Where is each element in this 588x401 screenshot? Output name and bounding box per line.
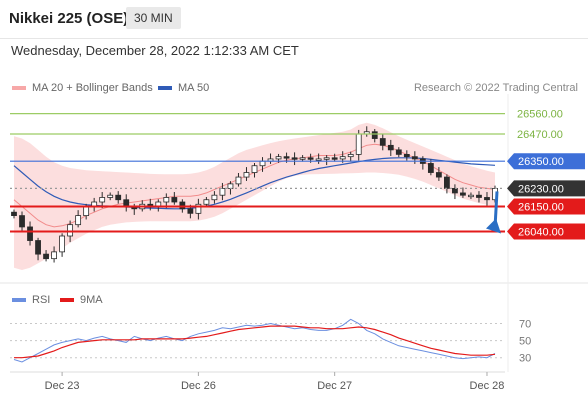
x-tick-label: Dec 26: [181, 380, 216, 392]
candle: [107, 194, 114, 198]
candle: [51, 251, 57, 260]
candle: [171, 197, 178, 203]
candle: [379, 138, 386, 146]
candle: [435, 172, 442, 178]
candle: [211, 194, 218, 201]
rsi-tick-label: 70: [519, 319, 531, 331]
candle: [355, 133, 362, 155]
x-tick-label: Dec 23: [45, 380, 80, 392]
candle: [283, 156, 290, 159]
candle: [323, 157, 330, 160]
candle: [123, 199, 130, 207]
instrument-title: Nikkei 225 (OSE): [9, 10, 129, 27]
level-tag: [507, 198, 585, 215]
rsi-tick-label: 50: [519, 336, 531, 348]
candle: [59, 235, 65, 253]
level-tag: [507, 223, 585, 240]
level-tag: [507, 180, 585, 197]
candle: [460, 192, 466, 196]
timestamp: Wednesday, December 28, 2022 1:12:33 AM …: [11, 43, 299, 58]
rsi-tick-label: 30: [519, 353, 531, 365]
legend-swatch: [12, 86, 26, 90]
candle: [371, 131, 378, 139]
candle: [83, 206, 90, 217]
candle: [67, 224, 74, 237]
candle: [187, 208, 194, 214]
candle: [307, 157, 314, 160]
level-label: 26150.00: [518, 202, 564, 214]
candle: [484, 197, 490, 201]
level-label: 26470.00: [517, 129, 563, 141]
candle: [35, 240, 41, 255]
rsi-legend-label: RSI: [32, 294, 50, 306]
candle: [452, 187, 458, 194]
candle: [163, 197, 170, 203]
candle: [11, 211, 17, 216]
candle: [299, 157, 306, 160]
candle: [219, 187, 226, 196]
candle: [427, 163, 434, 173]
candle: [251, 165, 258, 173]
legend-swatch: [12, 298, 26, 302]
candle: [291, 157, 298, 160]
legend-label: MA 50: [178, 82, 210, 94]
candle: [75, 215, 82, 226]
rsi-ma-line: [14, 325, 496, 359]
candle: [468, 194, 474, 198]
x-tick-label: Dec 28: [470, 380, 505, 392]
candle: [259, 160, 266, 167]
legend-swatch: [60, 298, 74, 302]
rsi-legend-label: 9MA: [80, 294, 103, 306]
candle: [235, 176, 242, 185]
candle: [476, 194, 482, 198]
x-tick-label: Dec 27: [317, 380, 352, 392]
candle: [395, 149, 402, 155]
candle: [227, 183, 234, 189]
candle: [27, 226, 33, 241]
candle: [443, 176, 450, 189]
bollinger-band: [14, 122, 495, 270]
legend-ma20: MA 20 + Bollinger Bands: [12, 82, 153, 94]
level-tag: [507, 153, 585, 170]
candle: [411, 156, 418, 160]
chart-header: Nikkei 225 (OSE) 30 MIN: [0, 0, 588, 39]
credit-text: Research © 2022 Trading Central: [413, 82, 578, 94]
level-label: 26560.00: [517, 109, 563, 121]
legend-swatch: [158, 86, 172, 90]
candle: [99, 197, 106, 203]
candle: [115, 194, 122, 201]
candle: [347, 153, 354, 158]
candle: [179, 201, 186, 210]
level-label: 26230.00: [518, 183, 564, 195]
candle: [331, 157, 338, 160]
candle: [203, 199, 210, 205]
candle: [403, 153, 410, 158]
candle: [19, 215, 25, 228]
candle: [387, 144, 394, 151]
timeframe-badge[interactable]: 30 MIN: [126, 7, 181, 29]
candle: [339, 156, 346, 160]
candle: [243, 172, 250, 178]
candle: [315, 158, 322, 161]
rsi-line: [13, 318, 496, 363]
candle: [275, 156, 282, 160]
legend-ma50: MA 50: [158, 82, 209, 94]
candle: [195, 203, 202, 214]
forecast-arrowhead: [486, 218, 501, 234]
level-label: 26350.00: [518, 156, 564, 168]
level-label: 26040.00: [518, 226, 564, 238]
candle: [43, 253, 49, 260]
legend-label: MA 20 + Bollinger Bands: [32, 82, 153, 94]
